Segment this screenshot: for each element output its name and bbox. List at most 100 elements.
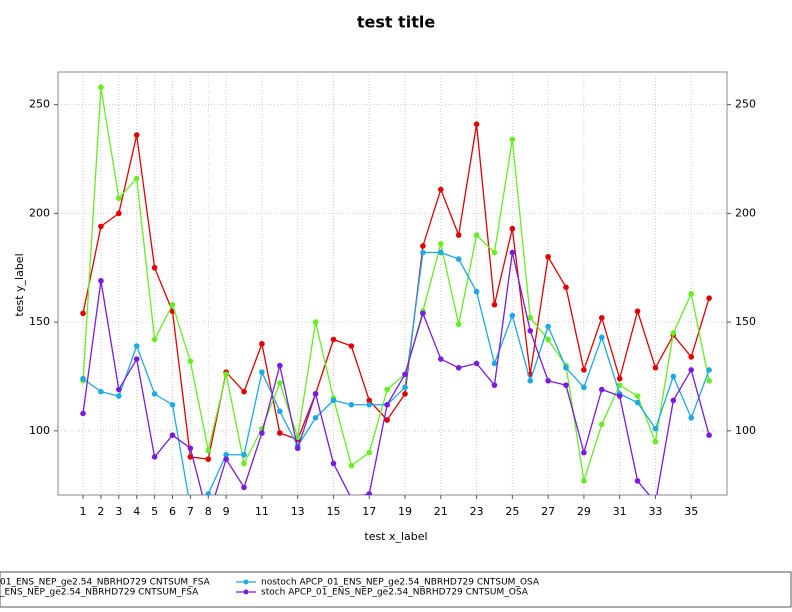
chart-title: test title bbox=[357, 13, 436, 32]
data-point bbox=[491, 360, 498, 367]
x-tick-label: 19 bbox=[398, 505, 412, 518]
plot-frame bbox=[57, 71, 728, 496]
series-line bbox=[82, 252, 710, 495]
data-point bbox=[384, 417, 390, 423]
data-point bbox=[670, 330, 677, 336]
data-point bbox=[455, 256, 462, 262]
data-point bbox=[277, 380, 283, 386]
data-point bbox=[259, 430, 265, 436]
data-point bbox=[706, 367, 712, 373]
legend-label: _ENS_NEP_ge2.54_NBRHD729 CNTSUM_FSA bbox=[0, 588, 199, 598]
data-point bbox=[98, 277, 104, 284]
data-point bbox=[598, 386, 605, 393]
x-tick-label: 6 bbox=[169, 505, 176, 518]
data-point bbox=[330, 460, 337, 467]
data-point bbox=[187, 358, 194, 365]
x-tick-label: 3 bbox=[115, 505, 122, 518]
data-point bbox=[133, 132, 140, 138]
data-point bbox=[205, 491, 212, 495]
data-point bbox=[116, 393, 122, 399]
data-point bbox=[688, 414, 695, 421]
data-point bbox=[634, 393, 641, 399]
data-point bbox=[652, 364, 659, 371]
data-point bbox=[581, 367, 587, 373]
data-point bbox=[581, 384, 587, 391]
x-tick-label: 23 bbox=[470, 505, 484, 518]
data-point bbox=[223, 451, 229, 458]
data-point bbox=[527, 314, 534, 321]
data-point bbox=[545, 254, 551, 260]
data-point bbox=[80, 310, 86, 317]
data-point bbox=[330, 397, 337, 404]
data-point bbox=[169, 301, 176, 308]
x-tick-label: 4 bbox=[133, 505, 140, 518]
data-point bbox=[420, 243, 426, 249]
legend-dot bbox=[243, 589, 249, 595]
data-point bbox=[527, 378, 534, 384]
y-tick-label: 200 bbox=[29, 206, 50, 219]
series-line bbox=[82, 87, 710, 482]
data-point bbox=[116, 386, 122, 393]
data-point bbox=[563, 382, 569, 388]
data-point bbox=[241, 484, 247, 491]
data-point bbox=[473, 121, 480, 127]
data-point bbox=[688, 367, 695, 373]
data-point bbox=[473, 360, 480, 367]
data-point bbox=[437, 356, 444, 362]
data-point bbox=[509, 225, 516, 232]
data-point bbox=[133, 175, 140, 182]
data-point bbox=[706, 295, 712, 301]
data-point bbox=[563, 284, 569, 291]
data-point bbox=[366, 397, 373, 404]
x-tick-label: 21 bbox=[434, 505, 448, 518]
data-point bbox=[473, 232, 480, 238]
data-point bbox=[80, 410, 86, 417]
data-point bbox=[169, 401, 176, 408]
data-point bbox=[133, 356, 140, 362]
data-point bbox=[151, 391, 158, 397]
data-point bbox=[98, 84, 104, 91]
data-point bbox=[473, 288, 480, 295]
data-point bbox=[312, 414, 319, 421]
data-point bbox=[455, 364, 462, 371]
x-tick-label: 17 bbox=[362, 505, 376, 518]
data-point bbox=[634, 399, 641, 406]
data-point bbox=[652, 438, 659, 445]
data-point bbox=[116, 210, 122, 217]
y-tick-label: 250 bbox=[29, 98, 50, 111]
x-tick-label: 33 bbox=[648, 505, 662, 518]
data-point bbox=[437, 241, 444, 247]
plot-area bbox=[80, 84, 712, 501]
data-point bbox=[259, 369, 265, 375]
data-point bbox=[241, 451, 247, 458]
data-point bbox=[437, 186, 444, 193]
x-tick-label: 27 bbox=[541, 505, 555, 518]
data-point bbox=[98, 223, 104, 230]
data-point bbox=[116, 195, 122, 201]
data-point bbox=[349, 495, 355, 501]
data-point bbox=[151, 336, 158, 343]
data-point bbox=[563, 364, 569, 371]
x-tick-label: 31 bbox=[613, 505, 627, 518]
data-point bbox=[670, 397, 677, 404]
legend-label: 01_ENS_NEP_ge2.54_NBRHD729 CNTSUM_FSA bbox=[0, 578, 211, 588]
data-point bbox=[688, 291, 695, 297]
series-line bbox=[82, 124, 710, 460]
data-point bbox=[420, 310, 426, 317]
x-tick-label: 15 bbox=[326, 505, 340, 518]
data-point bbox=[402, 391, 408, 397]
x-tick-label: 29 bbox=[577, 505, 591, 518]
data-point bbox=[277, 362, 283, 369]
data-point bbox=[509, 136, 516, 143]
data-point bbox=[330, 336, 337, 343]
data-point bbox=[545, 336, 551, 343]
x-tick-label: 13 bbox=[291, 505, 305, 518]
data-point bbox=[223, 371, 229, 378]
data-point bbox=[706, 432, 712, 438]
data-point bbox=[598, 421, 605, 428]
data-point bbox=[491, 249, 498, 256]
x-tick-label: 1 bbox=[80, 505, 87, 518]
data-point bbox=[348, 462, 355, 469]
data-point bbox=[616, 375, 623, 382]
data-point bbox=[402, 384, 408, 391]
